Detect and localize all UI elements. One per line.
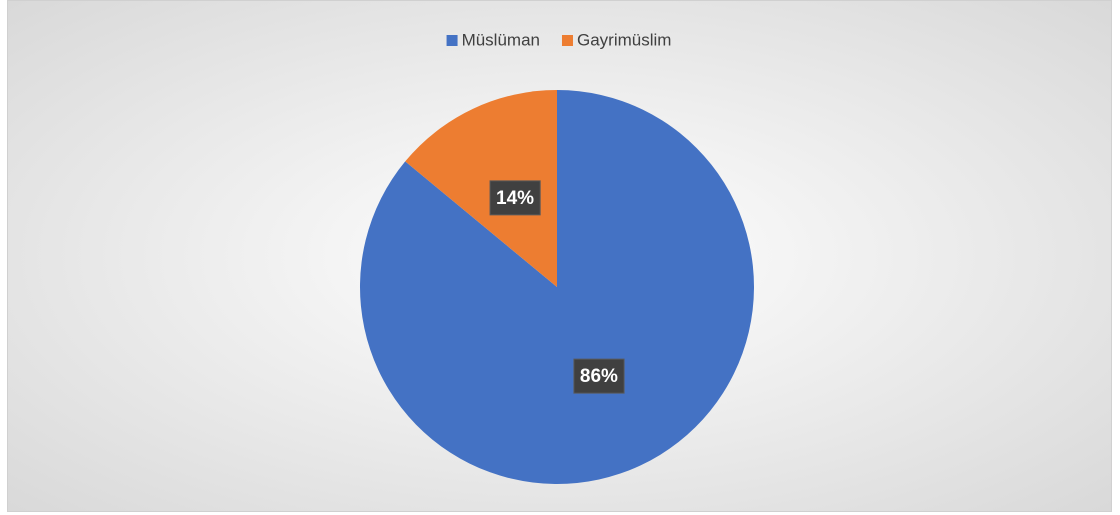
data-label-box — [489, 180, 541, 216]
legend-text: Gayrimüslim — [577, 30, 671, 49]
data-label: 14% — [489, 180, 541, 216]
data-label-box — [573, 358, 625, 394]
pie-slice — [359, 90, 754, 484]
pie-slice — [405, 90, 557, 287]
legend-text: Müslüman — [462, 30, 540, 49]
data-label: 86% — [573, 358, 625, 394]
legend: Müslüman Gayrimüslim — [446, 30, 671, 49]
data-label-text: 14% — [496, 188, 534, 209]
legend-swatch — [446, 35, 458, 46]
legend-swatch — [561, 35, 573, 46]
data-label-text: 86% — [580, 366, 618, 387]
